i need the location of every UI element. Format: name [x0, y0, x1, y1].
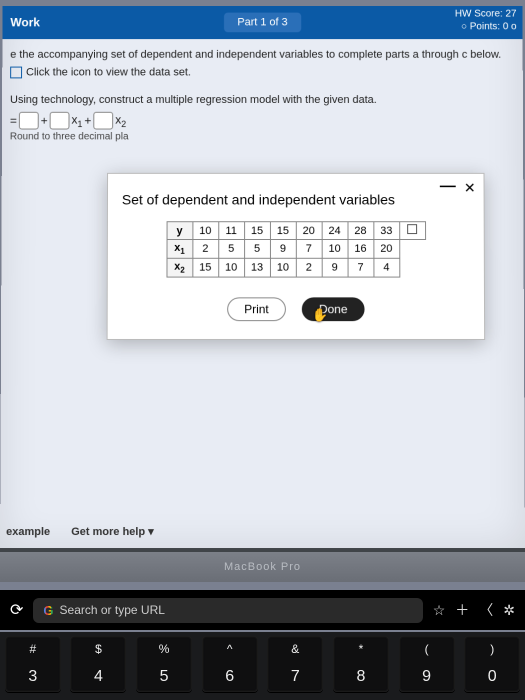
cell: 2 — [192, 240, 218, 259]
cell: 7 — [296, 240, 322, 259]
key-9[interactable]: (9 — [399, 636, 455, 692]
cell: 10 — [192, 222, 218, 240]
cell: 10 — [270, 258, 296, 277]
coef-input-b1[interactable] — [50, 112, 70, 130]
equals-sign: = — [10, 114, 17, 128]
dataset-link-label: Click the icon to view the data set. — [26, 67, 191, 79]
sub-instruction: Using technology, construct a multiple r… — [10, 94, 515, 106]
points: Points: 0 o — [455, 20, 517, 33]
laptop-chin: MacBook Pro — [0, 552, 525, 582]
cell: 4 — [373, 258, 399, 277]
print-button[interactable]: Print — [227, 298, 285, 322]
url-search-bar[interactable]: G Search or type URL — [33, 598, 422, 623]
touch-bar: ⟳ G Search or type URL ☆ ＋ 〈 ✲ — [0, 590, 525, 630]
modal-buttons: Print Done — [122, 298, 471, 322]
more-help-link[interactable]: Get more help ▾ — [71, 526, 154, 538]
question-content: e the accompanying set of dependent and … — [2, 39, 523, 150]
cell: 10 — [322, 240, 348, 259]
app-screen: Work Part 1 of 3 HW Score: 27 Points: 0 … — [0, 6, 525, 560]
cell: 28 — [347, 222, 373, 240]
modal-title: Set of dependent and independent variabl… — [122, 192, 470, 208]
row-label-x2: x2 — [166, 258, 192, 277]
cell: 24 — [322, 222, 348, 240]
x1-label: x1 — [71, 113, 82, 129]
data-set-modal: — ✕ Set of dependent and independent var… — [107, 173, 486, 340]
table-row: x2 15 10 13 10 2 9 7 4 — [166, 258, 425, 277]
x2-label: x2 — [115, 113, 126, 129]
done-button[interactable]: Done — [302, 298, 364, 322]
coef-input-b2[interactable] — [93, 112, 113, 130]
regression-formula: = + x1 + x2 — [10, 112, 515, 130]
search-placeholder: Search or type URL — [60, 603, 165, 617]
row-label-x1: x1 — [167, 240, 193, 259]
modal-minimize[interactable]: — — [440, 178, 456, 196]
modal-close[interactable]: ✕ — [464, 180, 476, 197]
key-8[interactable]: *8 — [333, 636, 389, 692]
keyboard-row: #3 $4 %5 ^6 &7 *8 (9 )0 — [0, 632, 525, 700]
plus-2: + — [84, 114, 91, 128]
plus-1: + — [41, 114, 48, 128]
star-icon[interactable]: ☆ — [433, 602, 446, 619]
google-icon: G — [43, 603, 53, 618]
cell: 33 — [373, 222, 399, 240]
key-5[interactable]: %5 — [136, 636, 192, 692]
dataset-icon — [10, 67, 22, 79]
homework-title: Work — [10, 16, 40, 30]
cell: 15 — [244, 222, 270, 240]
cell: 9 — [270, 240, 296, 259]
coef-input-b0[interactable] — [19, 112, 39, 130]
plus-icon[interactable]: ＋ — [455, 600, 469, 620]
cell: 20 — [296, 222, 322, 240]
copy-icon — [407, 224, 417, 234]
cell: 9 — [322, 258, 348, 277]
key-3[interactable]: #3 — [5, 636, 61, 692]
key-7[interactable]: &7 — [267, 636, 323, 692]
back-icon[interactable]: 〈 — [479, 600, 493, 620]
table-row: x1 2 5 5 9 7 10 16 20 — [167, 240, 426, 259]
cell: 10 — [218, 258, 244, 277]
key-0[interactable]: )0 — [464, 636, 520, 692]
part-indicator: Part 1 of 3 — [223, 13, 301, 33]
dataset-link[interactable]: Click the icon to view the data set. — [10, 67, 515, 79]
cell: 13 — [244, 258, 270, 277]
hw-score: HW Score: 27 — [455, 8, 517, 21]
key-4[interactable]: $4 — [70, 636, 126, 692]
reload-icon[interactable]: ⟳ — [10, 600, 23, 620]
cell: 20 — [373, 240, 399, 259]
cell: 5 — [218, 240, 244, 259]
round-note: Round to three decimal pla — [10, 131, 515, 142]
brightness-icon[interactable]: ✲ — [503, 602, 515, 619]
score-block: HW Score: 27 Points: 0 o — [455, 8, 517, 33]
cell: 2 — [296, 258, 322, 277]
cell: 5 — [244, 240, 270, 259]
cell: 15 — [270, 222, 296, 240]
row-label-y: y — [167, 222, 193, 240]
instruction-text: e the accompanying set of dependent and … — [10, 49, 515, 61]
cell: 11 — [218, 222, 244, 240]
cell: 15 — [192, 258, 218, 277]
cell: 16 — [348, 240, 374, 259]
table-row: y 10 11 15 15 20 24 28 33 — [167, 222, 426, 240]
copy-cell[interactable] — [399, 222, 425, 240]
help-links: example Get more help ▾ — [0, 525, 172, 538]
data-table: y 10 11 15 15 20 24 28 33 x1 2 5 5 9 7 1… — [166, 221, 426, 278]
app-header: Work Part 1 of 3 HW Score: 27 Points: 0 … — [2, 6, 522, 39]
cell: 7 — [348, 258, 374, 277]
key-6[interactable]: ^6 — [202, 636, 258, 692]
example-link[interactable]: example — [6, 526, 50, 538]
